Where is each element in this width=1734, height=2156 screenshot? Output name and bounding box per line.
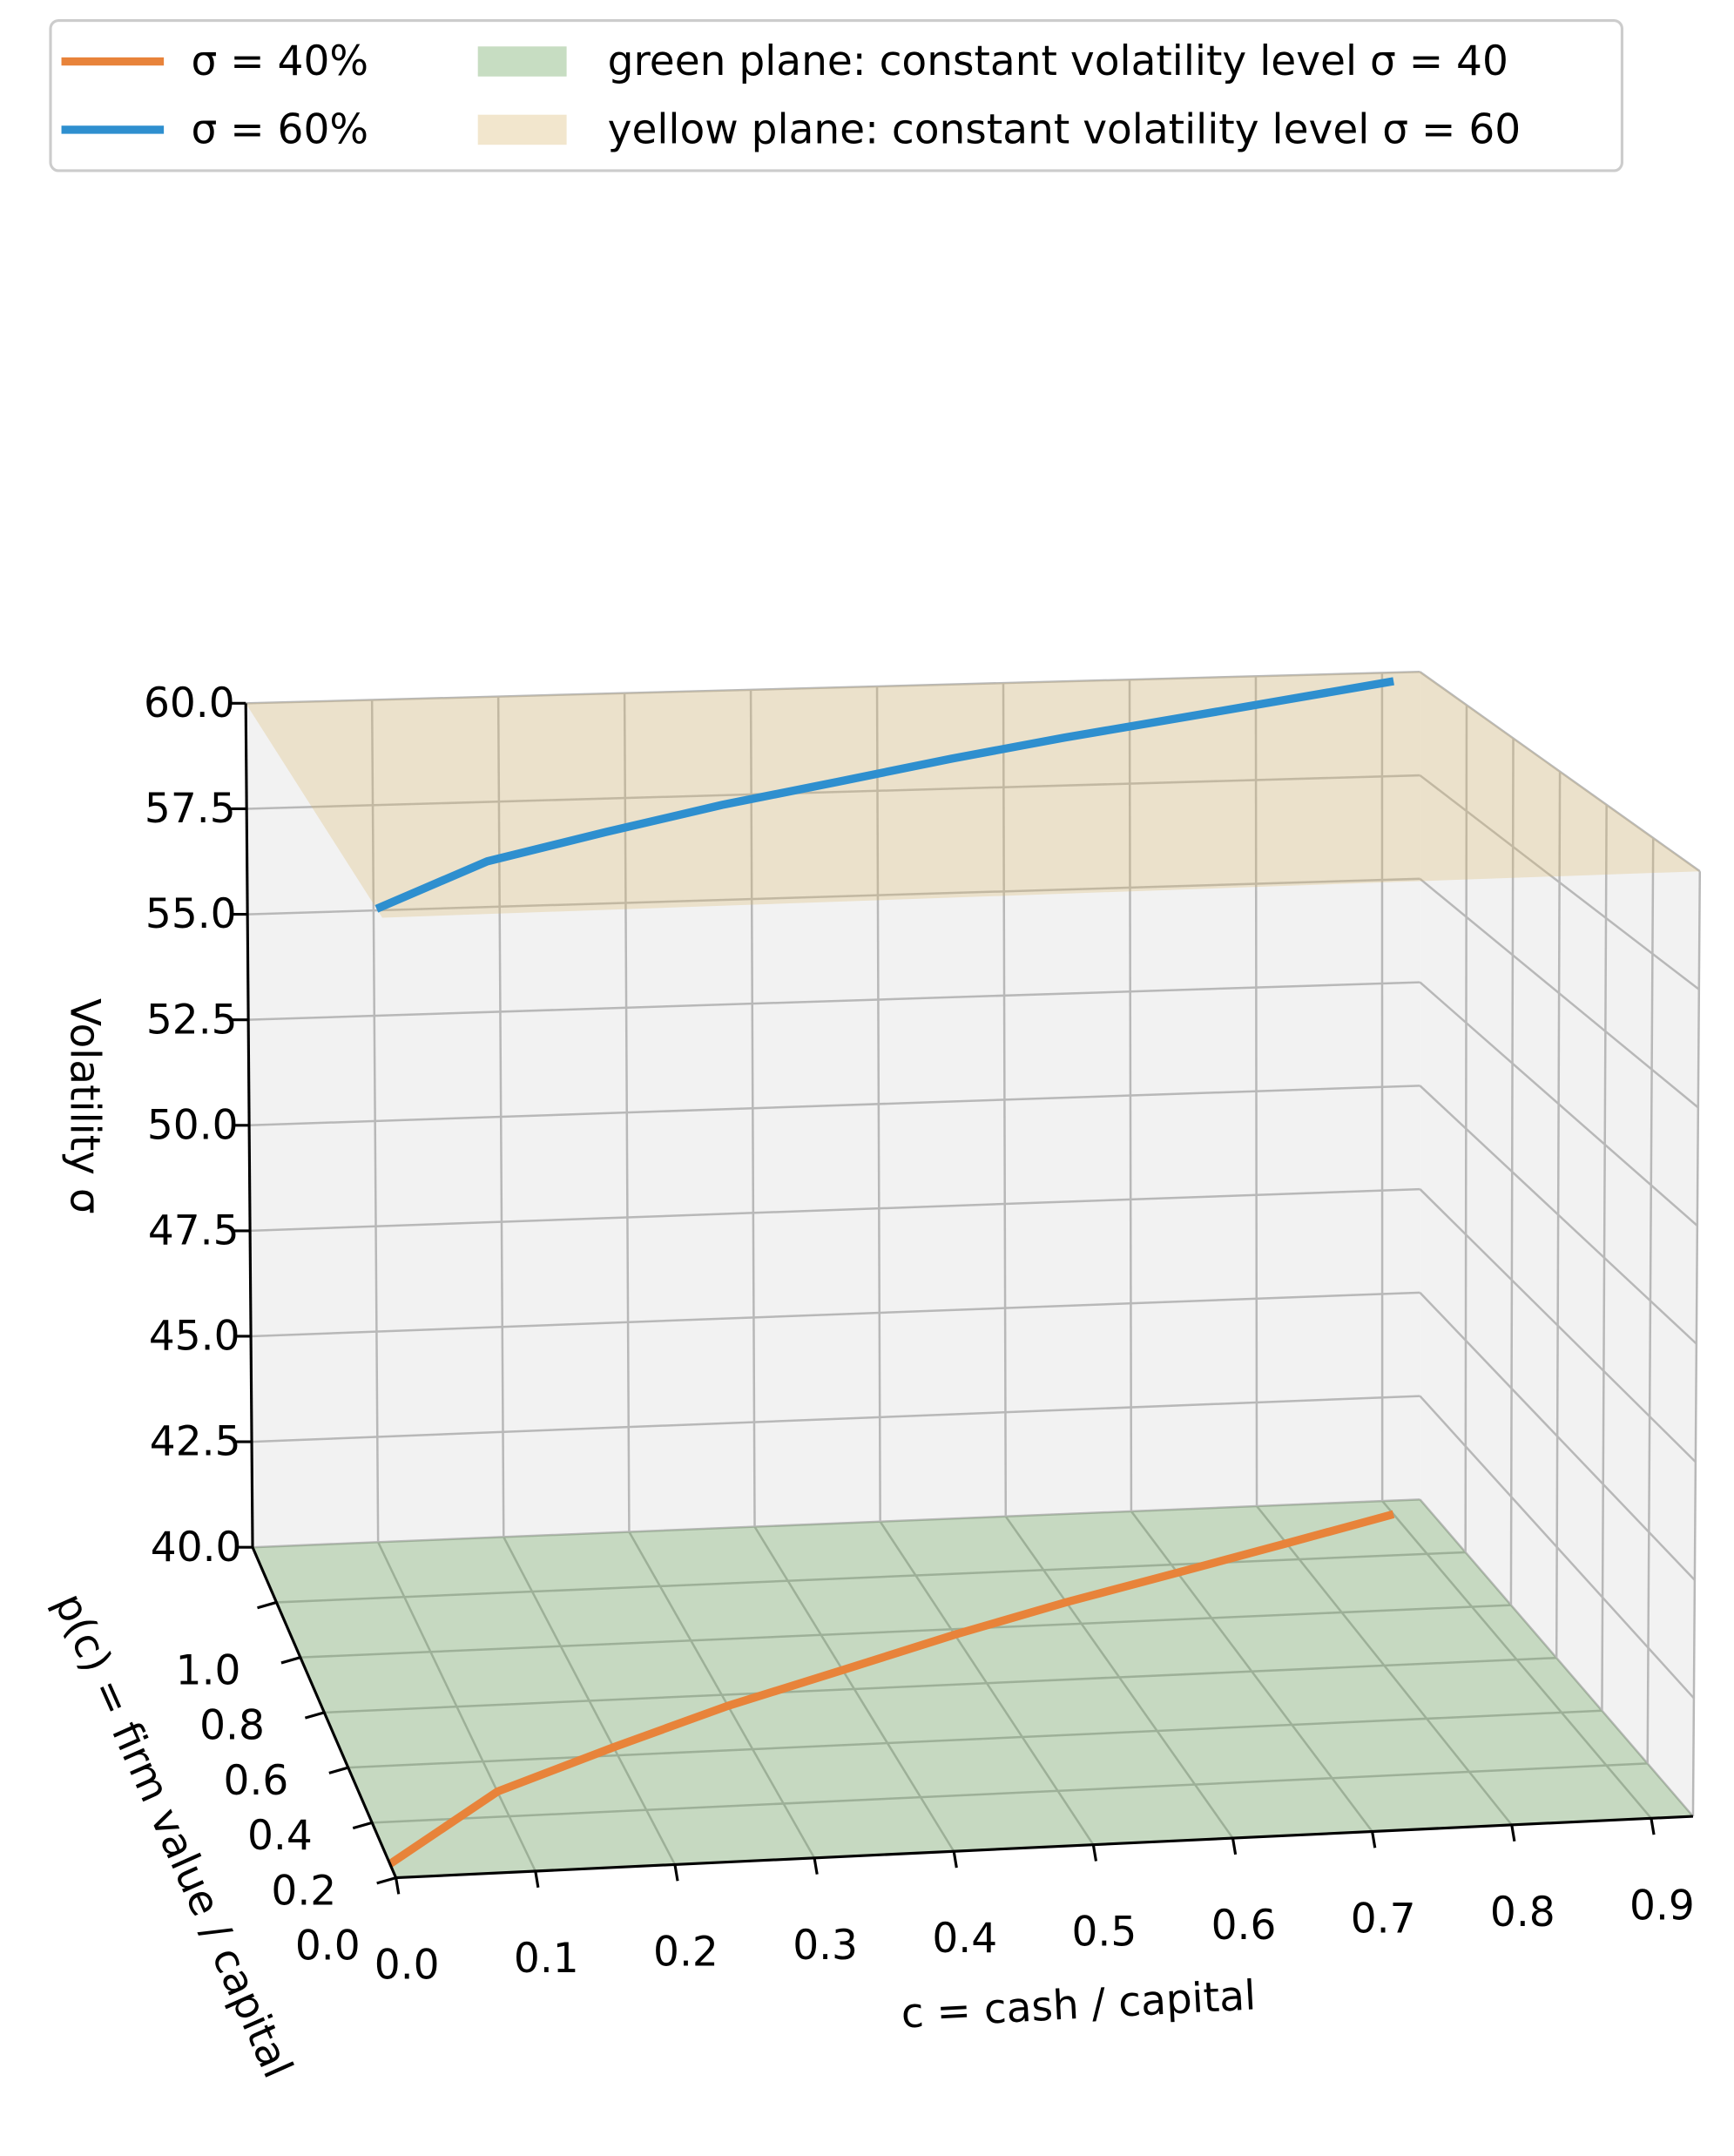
y-tick [280,1656,301,1665]
x-tick [1510,1824,1516,1842]
x-tick-label: 0.2 [653,1928,719,1976]
y-tick-label: 0.4 [247,1812,313,1860]
z-tick-label: 55.0 [145,890,237,938]
x-axis-line [395,1815,1694,1880]
y-tick-label: 0.2 [271,1867,336,1915]
x-tick [1231,1837,1238,1855]
grid-line [1419,671,1701,873]
grid-line [1419,1188,1697,1463]
z-tick-label: 52.5 [146,996,238,1044]
z-tick-label: 40.0 [151,1524,242,1571]
y-tick [257,1600,277,1610]
x-tick [1650,1818,1656,1835]
grid-line [324,1656,1557,1714]
grid-line [1419,1085,1697,1345]
grid-line [246,671,1420,705]
grid-line [246,774,1420,810]
grid-line [372,1762,1648,1824]
y-tick-label: 1.0 [176,1646,241,1694]
legend-label: σ = 60% [191,106,368,154]
legend-patch [477,46,567,77]
floor-pane [253,1499,1693,1878]
y-tick [304,1711,325,1720]
x-tick-label: 0.5 [1071,1909,1137,1957]
grid-line [248,981,1420,1021]
x-tick [395,1877,401,1895]
x-tick [1091,1844,1098,1862]
grid-line [247,877,1420,916]
x-tick [952,1850,958,1869]
legend-label: yellow plane: constant volatility level … [608,106,1521,154]
z-tick-label: 60.0 [144,679,235,727]
grid-line [276,1551,1466,1604]
z-tick-label: 42.5 [150,1418,241,1466]
volatility-plane [246,672,1700,918]
grid-line [347,1709,1602,1769]
y-tick [376,1876,397,1885]
grid-line [1419,774,1700,990]
z-tick-label: 57.5 [145,785,236,833]
x-tick-label: 0.6 [1211,1902,1277,1950]
series-line [374,677,1394,913]
z-tick-label: 45.0 [149,1313,240,1361]
legend-patch [477,114,567,145]
series-line [388,1510,1395,1868]
grid-line [1419,1291,1696,1581]
legend-label: σ = 40% [191,37,368,85]
grid-line [252,1498,1420,1549]
y-tick [352,1821,373,1830]
grid-line [251,1291,1420,1338]
z-axis-label: Volatility σ [61,998,109,1214]
legend-box [49,18,1623,172]
x-tick [813,1857,819,1875]
x-tick-label: 0.8 [1490,1889,1555,1936]
y-tick-label: 0.6 [224,1757,289,1805]
grid-line [249,1085,1420,1127]
grid-line [1419,981,1698,1227]
x-tick [673,1864,679,1882]
x-tick [1371,1831,1377,1848]
z-tick-label: 47.5 [148,1207,240,1255]
y-tick [328,1766,349,1774]
x-tick-label: 0.0 [374,1942,440,1990]
legend-label: green plane: constant volatility level σ… [608,37,1508,85]
grid-line [251,1395,1420,1443]
x-tick-label: 0.1 [514,1935,579,1983]
grid-line [300,1604,1511,1659]
grid-line [1419,1395,1695,1700]
grid-line [250,1187,1420,1233]
x-tick [534,1870,540,1889]
side-pane [1420,672,1700,1817]
z-tick-label: 50.0 [147,1101,239,1149]
plot-root: 40.0 42.5 45.0 47.5 50.0 52.5 55.0 57.5 60.0 0.0 0… [44,18,1702,2085]
back-pane [246,672,1420,1548]
grid-line [1419,877,1699,1109]
x-axis-label: c = cash / capital [900,1971,1257,2038]
grid-line [1419,1498,1694,1817]
x-tick-label: 0.3 [793,1922,858,1970]
x-tick-label: 0.4 [932,1915,997,1963]
x-tick-label: 0.7 [1351,1895,1416,1943]
y-tick-label: 0.8 [199,1702,265,1750]
y-tick-label: 0.0 [295,1923,361,1970]
volatility-plane [253,1499,1693,1878]
x-tick-label: 0.9 [1629,1882,1695,1930]
